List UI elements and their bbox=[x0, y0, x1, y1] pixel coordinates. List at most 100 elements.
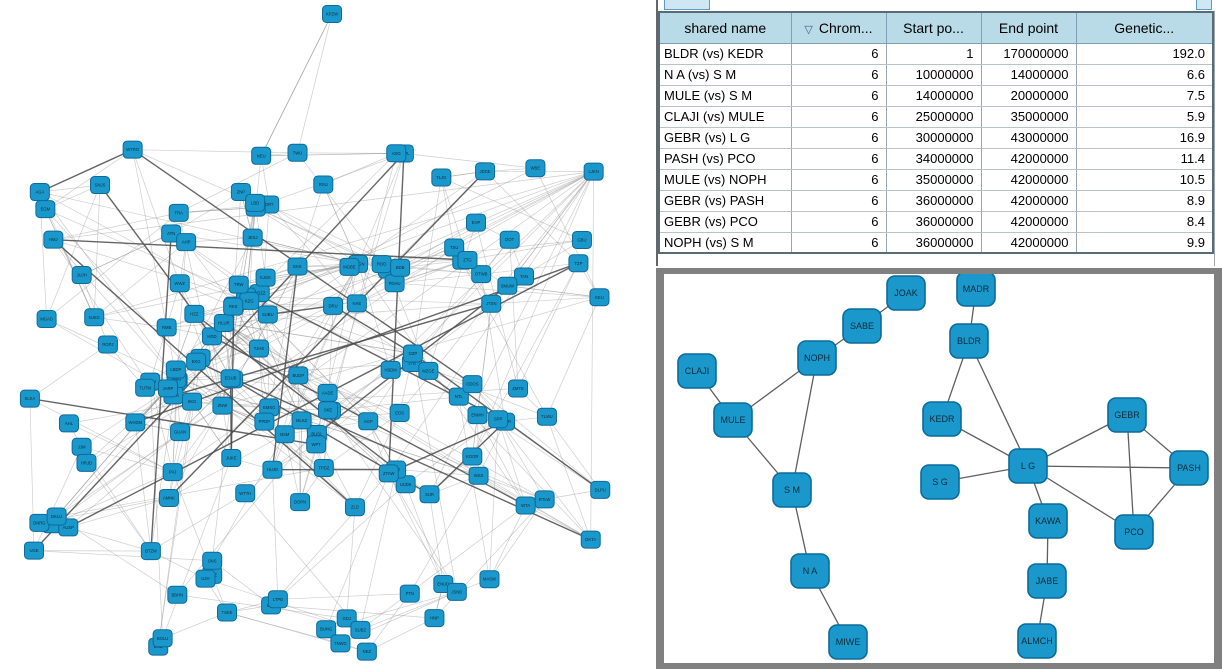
network-node[interactable] bbox=[488, 410, 509, 429]
network-node[interactable] bbox=[508, 379, 529, 398]
network-node[interactable] bbox=[356, 642, 377, 661]
network-node[interactable] bbox=[195, 569, 216, 588]
network-node[interactable] bbox=[378, 464, 399, 483]
network-node[interactable] bbox=[330, 634, 351, 653]
network-node[interactable] bbox=[446, 582, 467, 601]
network-node[interactable] bbox=[245, 193, 266, 212]
network-node[interactable] bbox=[920, 464, 960, 500]
network-node[interactable] bbox=[316, 620, 337, 639]
network-node[interactable] bbox=[97, 335, 118, 354]
network-node[interactable] bbox=[125, 413, 146, 432]
network-node[interactable] bbox=[251, 146, 272, 165]
network-node[interactable] bbox=[122, 140, 143, 159]
network-node[interactable] bbox=[1027, 563, 1067, 599]
network-node[interactable] bbox=[71, 266, 92, 285]
network-node[interactable] bbox=[828, 624, 868, 660]
table-row[interactable]: CLAJI (vs) MULE 6 25000000 35000000 5.9 bbox=[658, 105, 1214, 128]
network-node[interactable] bbox=[525, 159, 546, 178]
network-node[interactable] bbox=[287, 143, 308, 162]
network-node[interactable] bbox=[1107, 397, 1147, 433]
network-node[interactable] bbox=[169, 274, 190, 293]
network-node[interactable] bbox=[288, 366, 309, 385]
network-node[interactable] bbox=[339, 257, 360, 276]
column-header-end-point[interactable]: End point bbox=[980, 11, 1077, 44]
network-node[interactable] bbox=[399, 584, 420, 603]
column-header-shared-name[interactable]: shared name bbox=[658, 11, 792, 44]
network-node[interactable] bbox=[167, 585, 188, 604]
network-node[interactable] bbox=[499, 230, 520, 249]
table-scrollbar-track[interactable] bbox=[1214, 11, 1222, 266]
network-node[interactable] bbox=[156, 318, 177, 337]
network-node[interactable] bbox=[481, 294, 502, 313]
network-node[interactable] bbox=[221, 449, 242, 468]
network-node[interactable] bbox=[290, 493, 311, 512]
network-node[interactable] bbox=[140, 542, 161, 561]
column-header-chrom-[interactable]: ▽ Chrom... bbox=[790, 11, 887, 44]
network-node[interactable] bbox=[287, 257, 308, 276]
network-node[interactable] bbox=[176, 233, 197, 252]
network-node[interactable] bbox=[255, 268, 276, 287]
table-row[interactable]: PASH (vs) PCO 6 34000000 42000000 11.4 bbox=[658, 147, 1214, 170]
network-node[interactable] bbox=[797, 340, 837, 376]
network-node[interactable] bbox=[157, 379, 178, 398]
network-node[interactable] bbox=[213, 313, 234, 332]
network-node[interactable] bbox=[534, 490, 555, 509]
network-node[interactable] bbox=[386, 144, 407, 163]
network-node[interactable] bbox=[1169, 450, 1209, 486]
network-node[interactable] bbox=[322, 5, 342, 23]
table-row[interactable]: MULE (vs) S M 6 14000000 20000000 7.5 bbox=[658, 84, 1214, 107]
network-node[interactable] bbox=[1114, 514, 1154, 550]
network-node[interactable] bbox=[444, 238, 465, 257]
network-node[interactable] bbox=[313, 175, 334, 194]
network-node[interactable] bbox=[1017, 623, 1057, 659]
network-node[interactable] bbox=[479, 570, 500, 589]
network-node[interactable] bbox=[235, 484, 256, 503]
network-node[interactable] bbox=[158, 488, 179, 507]
table-row[interactable]: GEBR (vs) PASH 6 36000000 42000000 8.9 bbox=[658, 189, 1214, 212]
network-node[interactable] bbox=[90, 176, 111, 195]
network-node[interactable] bbox=[274, 425, 295, 444]
network-node[interactable] bbox=[842, 308, 882, 344]
network-node[interactable] bbox=[186, 352, 207, 371]
network-node[interactable] bbox=[35, 200, 56, 219]
network-node[interactable] bbox=[43, 230, 64, 249]
network-node[interactable] bbox=[402, 344, 423, 363]
network-node[interactable] bbox=[956, 274, 996, 307]
network-node[interactable] bbox=[135, 378, 156, 397]
network-node[interactable] bbox=[590, 480, 611, 499]
network-node[interactable] bbox=[371, 255, 392, 274]
network-node[interactable] bbox=[220, 369, 241, 388]
network-node[interactable] bbox=[76, 453, 97, 472]
network-node[interactable] bbox=[468, 466, 489, 485]
network-node[interactable] bbox=[475, 162, 496, 181]
network-node[interactable] bbox=[358, 412, 379, 431]
network-node[interactable] bbox=[457, 250, 478, 269]
table-tab[interactable] bbox=[664, 0, 710, 10]
network-node[interactable] bbox=[212, 396, 233, 415]
network-node[interactable] bbox=[380, 360, 401, 379]
network-node[interactable] bbox=[467, 406, 488, 425]
network-node[interactable] bbox=[465, 213, 486, 232]
network-node[interactable] bbox=[390, 258, 411, 277]
network-node[interactable] bbox=[228, 275, 249, 294]
network-node[interactable] bbox=[29, 183, 50, 202]
network-node[interactable] bbox=[254, 412, 275, 431]
network-node[interactable] bbox=[431, 168, 452, 187]
table-row[interactable]: NOPH (vs) S M 6 36000000 42000000 9.9 bbox=[658, 231, 1214, 254]
network-node[interactable] bbox=[497, 276, 518, 295]
network-node[interactable] bbox=[419, 485, 440, 504]
network-node[interactable] bbox=[448, 387, 469, 406]
network-node[interactable] bbox=[418, 361, 439, 380]
network-node[interactable] bbox=[346, 294, 367, 313]
network-node[interactable] bbox=[306, 435, 327, 454]
network-node[interactable] bbox=[19, 389, 40, 408]
network-node[interactable] bbox=[202, 551, 223, 570]
network-node[interactable] bbox=[201, 327, 222, 346]
network-node[interactable] bbox=[514, 267, 535, 286]
network-node[interactable] bbox=[571, 230, 592, 249]
network-node[interactable] bbox=[217, 603, 238, 622]
network-node[interactable] bbox=[568, 254, 589, 273]
network-node[interactable] bbox=[248, 339, 269, 358]
network-node[interactable] bbox=[424, 609, 445, 628]
